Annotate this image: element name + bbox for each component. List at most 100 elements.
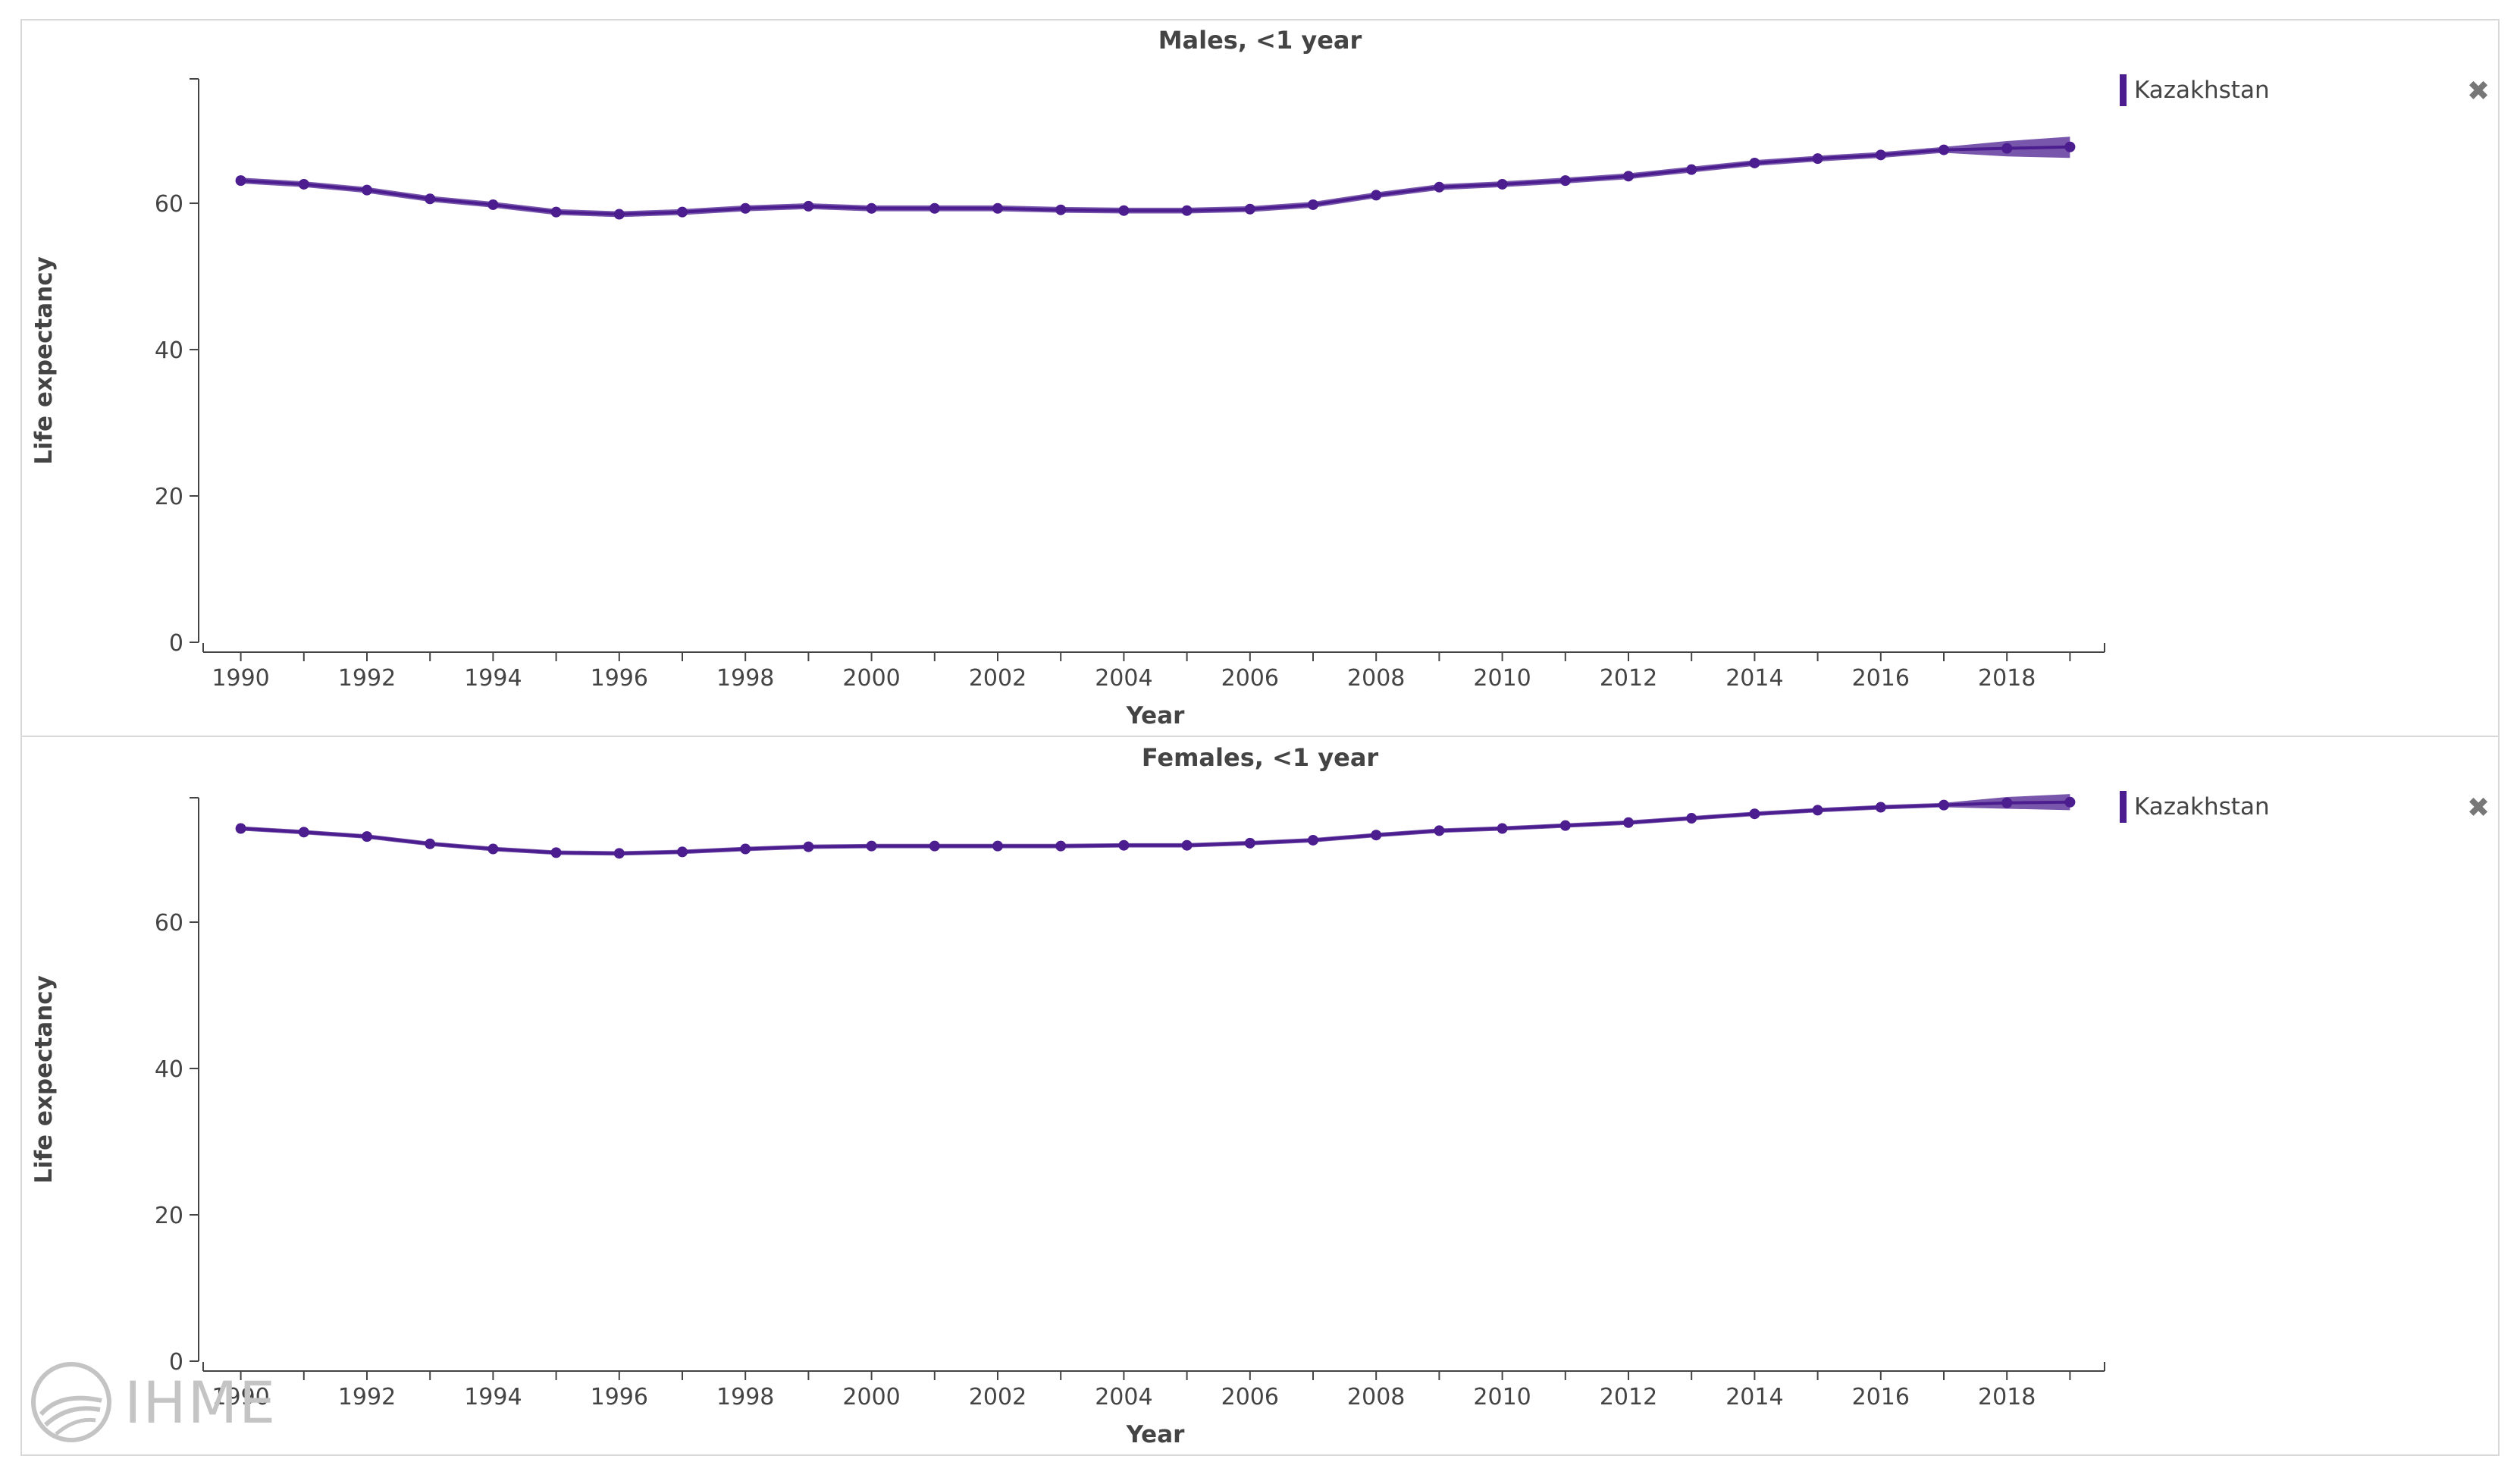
data-point (298, 827, 309, 838)
data-point (1812, 805, 1823, 816)
data-point (1939, 144, 1949, 155)
x-tick-label: 2002 (969, 1384, 1026, 1410)
x-tick-label: 1990 (212, 665, 269, 692)
x-tick-label: 2000 (842, 665, 900, 692)
data-point (1371, 830, 1382, 841)
data-point (1434, 181, 1445, 193)
y-tick-label: 40 (155, 1056, 183, 1083)
x-tick-label: 2016 (1852, 665, 1910, 692)
x-tick-label: 1996 (591, 1384, 648, 1410)
legend-item[interactable]: Kazakhstan (2120, 791, 2270, 823)
x-tick-label: 2000 (842, 1384, 900, 1410)
legend-label: Kazakhstan (2134, 793, 2270, 821)
data-point (1055, 840, 1067, 852)
data-point (1308, 199, 1318, 210)
data-point (1749, 808, 1760, 820)
data-point (487, 843, 499, 855)
x-tick-label: 2004 (1095, 665, 1152, 692)
data-point (1055, 204, 1067, 215)
data-point (425, 838, 436, 849)
data-point (1434, 825, 1445, 836)
x-tick-label: 2006 (1221, 665, 1279, 692)
data-point (235, 823, 246, 834)
x-tick-label: 2014 (1725, 665, 1783, 692)
data-point (1118, 839, 1130, 851)
data-point (866, 840, 877, 852)
data-point (803, 841, 814, 852)
data-point (2064, 796, 2076, 808)
x-tick-label: 2018 (1978, 665, 2036, 692)
data-point (992, 202, 1003, 214)
data-point (1559, 820, 1571, 831)
data-point (1244, 837, 1255, 849)
x-tick-label: 1992 (338, 1384, 396, 1410)
x-tick-label: 1998 (716, 665, 774, 692)
x-tick-label: 2002 (969, 665, 1026, 692)
data-point (550, 206, 562, 218)
panel-title: Females, <1 year (1141, 743, 1379, 772)
legend-label: Kazakhstan (2134, 77, 2270, 104)
y-tick-label: 20 (155, 1203, 183, 1229)
data-point (1749, 157, 1760, 168)
x-tick-label: 2004 (1095, 1384, 1152, 1410)
data-point (1623, 817, 1634, 828)
data-point (362, 831, 372, 842)
y-tick-label: 40 (155, 337, 183, 364)
x-tick-label: 2010 (1473, 665, 1531, 692)
close-icon[interactable]: ✖ (2467, 792, 2490, 824)
data-point (677, 206, 688, 218)
data-point (1875, 802, 1886, 813)
data-point (929, 202, 940, 214)
y-axis-title: Life expectancy (30, 975, 58, 1184)
line-chart-males: 0 20 40 60 Life expectancy 1990 1992 1994 1996 19… (30, 78, 2105, 730)
data-point (1118, 205, 1130, 216)
uncertainty-band (240, 794, 2070, 856)
x-tick-label: 2008 (1347, 665, 1405, 692)
data-point (487, 199, 499, 210)
chart-frame (20, 19, 2500, 1456)
data-point (1875, 149, 1886, 161)
legend-item[interactable]: Kazakhstan (2120, 74, 2270, 106)
data-point (866, 202, 877, 214)
data-point (298, 178, 309, 190)
data-point (1181, 839, 1193, 851)
logo-text: IHME (124, 1368, 277, 1436)
data-point (550, 847, 562, 858)
close-icon[interactable]: ✖ (2467, 76, 2490, 107)
data-point (1308, 834, 1318, 846)
data-point (362, 184, 372, 196)
x-tick-label: 2012 (1600, 665, 1657, 692)
y-tick-label: 0 (169, 1349, 183, 1376)
data-point (2001, 143, 2013, 154)
data-point (740, 843, 751, 855)
x-tick-label: 1996 (591, 665, 648, 692)
x-tick-label: 2014 (1725, 1384, 1783, 1410)
data-point (1939, 799, 1949, 811)
series-line (240, 800, 2070, 855)
x-tick-label: 2018 (1978, 1384, 2036, 1410)
data-point (1181, 205, 1193, 216)
x-tick-label: 2006 (1221, 1384, 1279, 1410)
data-point (929, 840, 940, 852)
data-point (1497, 178, 1508, 190)
data-point (1686, 164, 1697, 175)
data-point (740, 202, 751, 214)
legend-swatch (2120, 791, 2127, 823)
y-tick-label: 20 (155, 484, 183, 510)
data-point (677, 846, 688, 858)
y-tick-label: 60 (155, 910, 183, 937)
data-point (1497, 823, 1508, 834)
data-point (2001, 797, 2013, 808)
x-tick-label: 1998 (716, 1384, 774, 1410)
chart-panel-males: Males, <1 year Kazakhstan ✖ 0 20 40 60 Life … (0, 0, 2520, 736)
data-point (425, 193, 436, 205)
x-tick-label: 2016 (1852, 1384, 1910, 1410)
x-tick-label: 1992 (338, 665, 396, 692)
x-axis-title: Year (1126, 702, 1186, 730)
data-point (1812, 153, 1823, 165)
series-line (240, 145, 2070, 216)
y-tick-label: 60 (155, 191, 183, 218)
ihme-logo-icon (31, 1362, 111, 1442)
